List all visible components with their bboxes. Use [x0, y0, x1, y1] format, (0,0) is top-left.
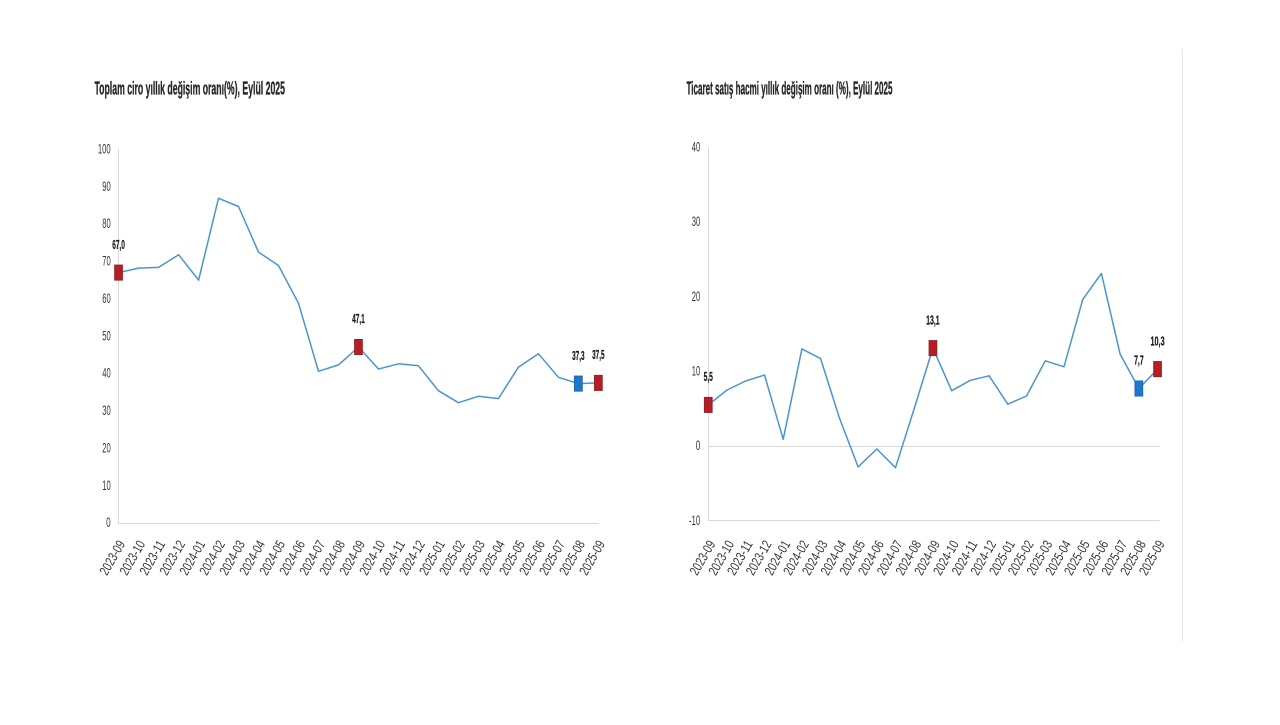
svg-text:10,3: 10,3 — [1151, 333, 1165, 348]
svg-text:20: 20 — [692, 288, 701, 304]
svg-text:80: 80 — [102, 215, 111, 231]
svg-text:90: 90 — [102, 178, 111, 194]
svg-text:13,1: 13,1 — [926, 312, 940, 327]
svg-text:47,1: 47,1 — [352, 311, 365, 326]
svg-text:20: 20 — [102, 440, 111, 456]
svg-text:100: 100 — [98, 141, 111, 157]
svg-text:30: 30 — [692, 213, 701, 229]
svg-text:40: 40 — [692, 138, 701, 154]
svg-text:67,0: 67,0 — [112, 237, 125, 252]
svg-text:70: 70 — [102, 253, 111, 269]
svg-text:0: 0 — [106, 514, 111, 530]
svg-text:40: 40 — [102, 365, 111, 381]
svg-text:10: 10 — [102, 477, 111, 493]
svg-text:-10: -10 — [689, 512, 701, 528]
svg-text:Toplam ciro yıllık değişim ora: Toplam ciro yıllık değişim oranı(%), Eyl… — [95, 79, 286, 99]
svg-text:Ticaret satış hacmi yıllık değ: Ticaret satış hacmi yıllık değişim oranı… — [687, 79, 893, 99]
svg-text:5,5: 5,5 — [704, 369, 713, 384]
svg-text:30: 30 — [102, 402, 111, 418]
svg-text:37,5: 37,5 — [592, 347, 605, 362]
svg-text:0: 0 — [696, 437, 701, 453]
svg-text:10: 10 — [692, 363, 701, 379]
svg-text:60: 60 — [102, 290, 111, 306]
svg-text:50: 50 — [102, 327, 111, 343]
svg-text:37,3: 37,3 — [572, 348, 585, 363]
svg-text:7,7: 7,7 — [1134, 353, 1144, 368]
